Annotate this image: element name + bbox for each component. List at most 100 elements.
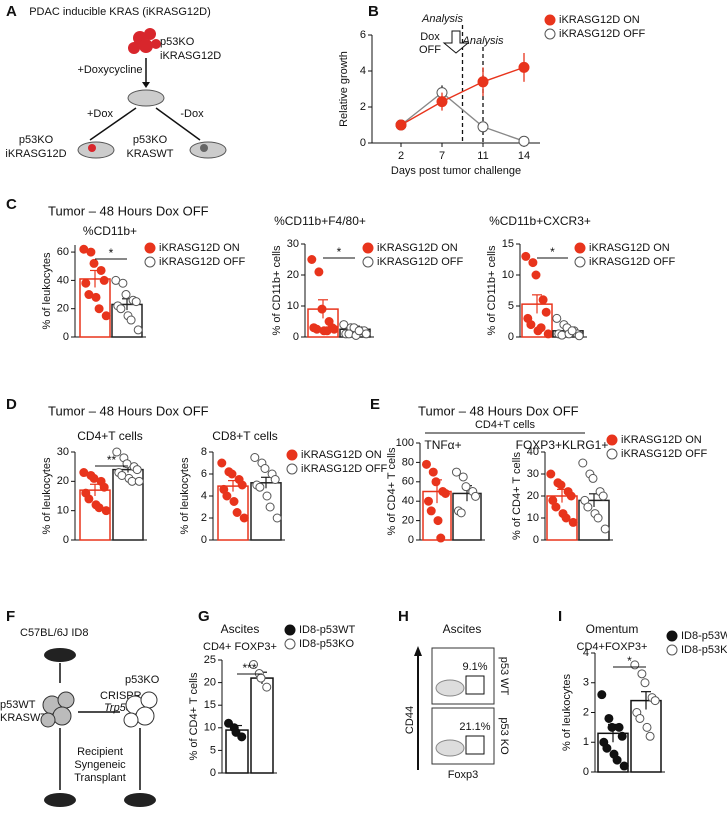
x-tick-label: 7 (439, 150, 445, 162)
y-tick-label: 6 (360, 29, 366, 41)
y-tick-label: 60 (402, 476, 414, 488)
annotation: Analysis (421, 13, 463, 25)
y-tick-label: 30 (57, 446, 69, 458)
diagram-title: PDAC inducible KRAS (iKRASG12D) (29, 6, 211, 18)
data-point (637, 669, 647, 679)
y-tick-label: 2 (360, 101, 366, 113)
legend-label: iKRASG12D OFF (589, 256, 675, 268)
data-point (600, 524, 610, 534)
data-point (456, 508, 466, 518)
y-tick-label: 4 (583, 647, 589, 659)
legend-label: ID8-p53KO (299, 638, 354, 650)
data-point (541, 307, 551, 317)
legend-marker (544, 14, 556, 26)
gate (465, 735, 485, 755)
panel-letter: A (6, 3, 17, 20)
diagram-label: p53KO (19, 134, 54, 146)
data-point (121, 290, 131, 300)
series-line (400, 91, 525, 142)
data-point (81, 278, 91, 288)
chart-title: TNFα+ (424, 438, 461, 452)
axis-label: Foxp3 (448, 769, 479, 781)
data-point (272, 513, 282, 523)
data-point (543, 329, 553, 339)
dox-arrow (442, 30, 470, 54)
data-point (597, 690, 607, 700)
legend-label: ID8-p53WT (681, 630, 727, 642)
legend-label: iKRASG12D OFF (159, 256, 245, 268)
diagram-label: p53WT (0, 699, 36, 711)
data-point (227, 469, 237, 479)
legend-marker (286, 449, 298, 461)
legend-label: iKRASG12D OFF (301, 463, 387, 475)
data-point (635, 713, 645, 723)
data-point (84, 494, 94, 504)
legend-marker (362, 242, 374, 254)
data-point (518, 61, 530, 73)
y-tick-label: 20 (287, 269, 299, 281)
data-point (588, 473, 598, 483)
chart-title: Ascites (221, 622, 260, 636)
arrowhead (414, 646, 422, 656)
y-tick-label: 30 (287, 238, 299, 250)
flow-density (435, 739, 465, 757)
y-tick-label: 0 (533, 534, 539, 546)
y-tick-label: 8 (201, 446, 207, 458)
data-point (132, 465, 142, 475)
data-point (101, 506, 111, 516)
data-point (239, 513, 249, 523)
panel-f-diagram: C57BL/6J ID8 p53WT KRASWT CRISPR Trp53 p… (0, 627, 160, 807)
data-point (116, 304, 126, 314)
data-point (260, 464, 270, 473)
diagram-label: +Dox (87, 108, 113, 120)
data-point (566, 491, 576, 501)
data-point (612, 755, 622, 765)
data-point (361, 329, 371, 339)
legend-label: iKRASG12D ON (301, 449, 382, 461)
data-point (262, 682, 272, 692)
row-label: p53 WT (498, 657, 510, 696)
y-axis-label: % of CD4+ T cells (386, 447, 398, 535)
legend-marker (666, 644, 678, 656)
data-point (426, 506, 436, 516)
significance-label: * (627, 654, 632, 668)
y-tick-label: 0 (583, 766, 589, 778)
data-point (583, 502, 593, 512)
data-point (630, 660, 640, 670)
panel-letter: F (6, 608, 15, 625)
panel-letter: E (370, 396, 380, 413)
section-header: Tumor – 48 Hours Dox OFF (418, 403, 579, 418)
data-point (433, 516, 443, 526)
y-tick-label: 1 (583, 736, 589, 748)
legend-marker (144, 256, 156, 268)
y-tick-label: 6 (201, 468, 207, 480)
y-tick-label: 20 (57, 475, 69, 487)
y-axis-label: % of leukocytes (561, 673, 573, 751)
y-tick-label: 0 (201, 534, 207, 546)
data-point (262, 491, 272, 501)
legend-marker (286, 463, 298, 475)
data-point (314, 267, 324, 277)
data-point (395, 119, 407, 131)
data-point (536, 323, 546, 333)
y-axis-label: % of leukocytes (179, 457, 191, 535)
diagram-label: iKRASG12D (5, 148, 66, 160)
data-point (561, 513, 571, 523)
y-tick-label: 20 (204, 677, 216, 689)
flow-density (435, 679, 465, 697)
data-point (593, 513, 603, 523)
cell-cluster (40, 691, 75, 728)
chart-title: CD4+T cells (77, 429, 142, 443)
y-axis-label: % of CD11b+ cells (271, 245, 283, 335)
data-point (229, 497, 239, 506)
mouse (127, 89, 165, 107)
legend-marker (144, 242, 156, 254)
significance-label: * (550, 245, 555, 259)
data-point (86, 247, 96, 257)
arrow (155, 107, 201, 141)
cell-cluster (123, 691, 158, 728)
y-tick-label: 0 (360, 137, 366, 149)
data-point (436, 96, 448, 108)
y-tick-label: 0 (63, 534, 69, 546)
